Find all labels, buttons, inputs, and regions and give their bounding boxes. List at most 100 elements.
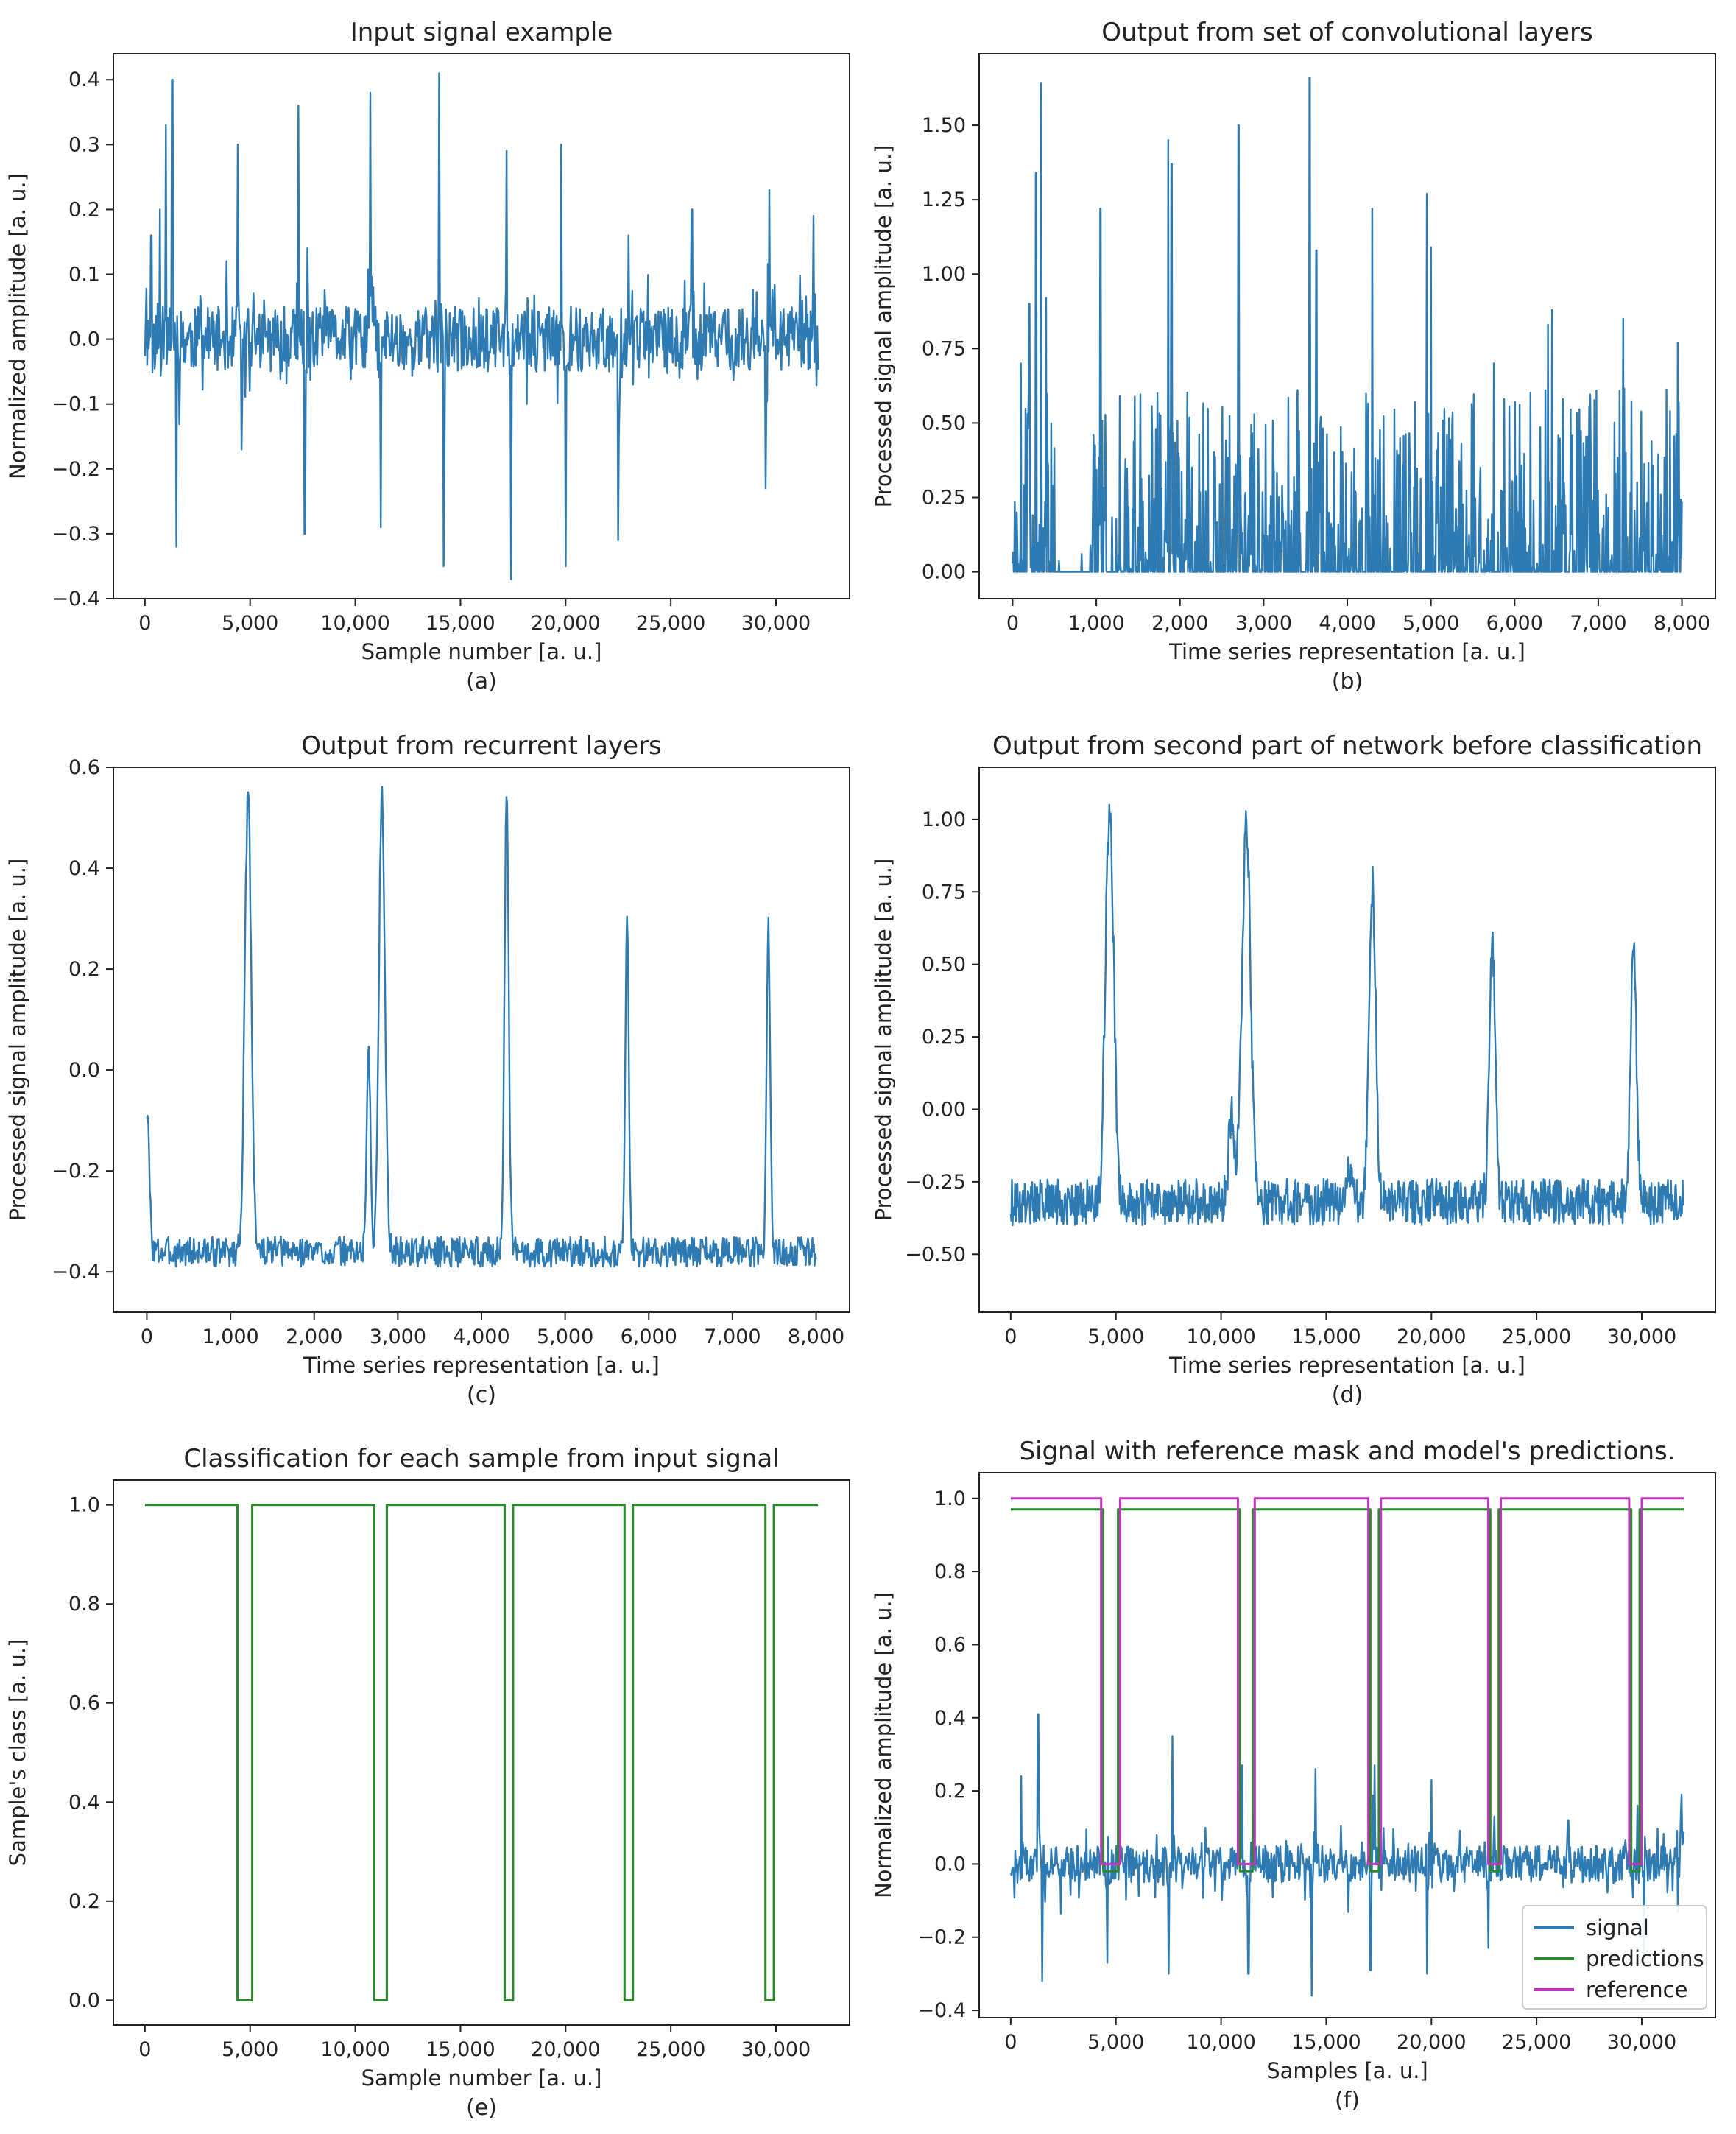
plot-frame (978, 1472, 1716, 2018)
chart-panel-c: 0 1,000 2,000 3,000 4,000 5,000 6,000 7,000 8,00… (5, 731, 850, 1408)
y-tick-label: 1.25 (922, 189, 966, 211)
legend-label-reference: reference (1586, 1977, 1687, 2002)
y-tick-label: 0.00 (922, 561, 966, 584)
x-tick-label: 15,000 (1291, 2031, 1361, 2054)
chart-panel-d: 0 5,000 10,000 15,000 20,000 25,000 30,000 −0.5… (871, 731, 1716, 1408)
x-tick-label: 0 (138, 612, 151, 635)
y-tick-label: 1.50 (922, 114, 966, 137)
y-tick-label: −0.3 (52, 523, 100, 546)
x-tick-label: 2,000 (286, 1325, 342, 1348)
x-tick-label: 20,000 (531, 2038, 600, 2061)
series-line-reference (1010, 1497, 1684, 1865)
x-tick-label: 4,000 (453, 1325, 509, 1348)
series-line-signal (1012, 77, 1683, 573)
x-axis-label: Samples [a. u.] (1266, 2058, 1428, 2083)
plot-frame (113, 767, 850, 1313)
x-tick-label: 1,000 (1068, 612, 1124, 635)
chart-panel-f: 0 5,000 10,000 15,000 20,000 25,000 30,000 −0.4… (871, 1437, 1716, 2113)
x-axis-label: Time series representation [a. u.] (303, 1353, 660, 1378)
x-axis-label: Time series representation [a. u.] (1168, 639, 1525, 664)
legend-label-predictions: predictions (1586, 1946, 1704, 1971)
x-tick-label: 3,000 (370, 1325, 426, 1348)
panel-caption: (c) (467, 1382, 496, 1408)
y-tick-label: 1.00 (922, 263, 966, 286)
x-tick-label: 10,000 (320, 612, 389, 635)
x-tick-label: 8,000 (788, 1325, 844, 1348)
y-tick-label: 0.4 (68, 68, 100, 91)
y-axis-label: Processed signal amplitude [a. u.] (871, 145, 896, 508)
y-tick-label: 0.2 (934, 1780, 966, 1803)
series-line-signal (1009, 1713, 1685, 1997)
x-tick-label: 4,000 (1319, 612, 1375, 635)
y-tick-label: 0.8 (68, 1593, 100, 1616)
y-tick-label: 0.8 (934, 1560, 966, 1583)
y-axis-label: Sample's class [a. u.] (5, 1639, 30, 1867)
y-tick-label: 0.50 (922, 954, 966, 976)
x-tick-label: 5,000 (1402, 612, 1459, 635)
legend-box (1522, 1905, 1707, 2010)
plot-frame (113, 53, 850, 599)
y-axis-label: Processed signal amplitude [a. u.] (871, 859, 896, 1222)
x-tick-label: 0 (1006, 612, 1019, 635)
x-tick-label: 3,000 (1235, 612, 1292, 635)
x-tick-label: 20,000 (1397, 2031, 1466, 2054)
y-tick-label: 0.6 (934, 1633, 966, 1656)
y-tick-label: 0.75 (922, 881, 966, 904)
x-tick-label: 15,000 (1291, 1325, 1361, 1348)
x-tick-label: 1,000 (202, 1325, 258, 1348)
x-tick-label: 20,000 (1397, 1325, 1466, 1348)
y-tick-label: −0.50 (905, 1243, 966, 1266)
y-tick-label: −0.2 (917, 1926, 966, 1949)
chart-title: Output from second part of network befor… (992, 731, 1702, 761)
x-tick-label: 25,000 (1502, 2031, 1571, 2054)
x-tick-label: 30,000 (1607, 1325, 1676, 1348)
x-tick-label: 5,000 (537, 1325, 593, 1348)
chart-panel-e: 0 5,000 10,000 15,000 20,000 25,000 30,000 0.0 0… (5, 1444, 850, 2121)
y-tick-label: 0.50 (922, 412, 966, 434)
y-tick-label: 0.2 (68, 1890, 100, 1913)
y-tick-label: 0.4 (934, 1707, 966, 1730)
x-tick-label: 5,000 (1087, 1325, 1144, 1348)
x-tick-label: 0 (141, 1325, 153, 1348)
x-tick-label: 15,000 (426, 2038, 495, 2061)
y-tick-label: 0.2 (68, 198, 100, 221)
y-axis-label: Normalized amplitude [a. u.] (5, 173, 30, 479)
x-tick-label: 30,000 (741, 612, 811, 635)
legend-label-signal: signal (1586, 1915, 1649, 1940)
x-axis-label: Sample number [a. u.] (361, 639, 602, 664)
chart-panel-b: 0 1,000 2,000 3,000 4,000 5,000 6,000 7,000 8,00… (871, 18, 1716, 694)
series-line-predictions (144, 1504, 819, 2001)
x-tick-label: 0 (1004, 1325, 1017, 1348)
chart-panel-a: 0 5,000 10,000 15,000 20,000 25,000 30,000 −0.4… (5, 18, 850, 694)
y-tick-label: 0.3 (68, 133, 100, 156)
y-tick-label: 0.75 (922, 337, 966, 360)
series-line-signal (144, 72, 819, 580)
x-tick-label: 25,000 (1502, 1325, 1571, 1348)
x-tick-label: 5,000 (1087, 2031, 1144, 2054)
y-tick-label: −0.25 (905, 1171, 966, 1194)
chart-title: Output from recurrent layers (301, 731, 661, 761)
panel-caption: (f) (1335, 2088, 1360, 2113)
x-tick-label: 7,000 (704, 1325, 761, 1348)
y-tick-label: 0.4 (68, 1791, 100, 1814)
x-tick-label: 5,000 (222, 2038, 278, 2061)
y-tick-label: −0.2 (52, 1160, 100, 1183)
y-tick-label: −0.4 (917, 1999, 966, 2022)
chart-title: Input signal example (350, 18, 613, 47)
x-tick-label: 5,000 (222, 612, 278, 635)
y-axis-label: Normalized amplitude [a. u.] (871, 1592, 896, 1898)
x-tick-label: 25,000 (636, 2038, 705, 2061)
x-tick-label: 30,000 (741, 2038, 811, 2061)
x-axis-label: Sample number [a. u.] (361, 2066, 602, 2091)
y-tick-label: 0.0 (934, 1853, 966, 1876)
panel-caption: (b) (1332, 669, 1363, 694)
series-line-signal (146, 786, 817, 1268)
y-tick-label: 1.0 (934, 1487, 966, 1510)
y-axis-label: Processed signal amplitude [a. u.] (5, 859, 30, 1222)
y-tick-label: 1.00 (922, 809, 966, 831)
legend: signal predictions reference (1522, 1905, 1707, 2010)
x-tick-label: 10,000 (1186, 2031, 1255, 2054)
panel-caption: (a) (466, 669, 497, 694)
y-tick-label: 0.25 (922, 1026, 966, 1049)
